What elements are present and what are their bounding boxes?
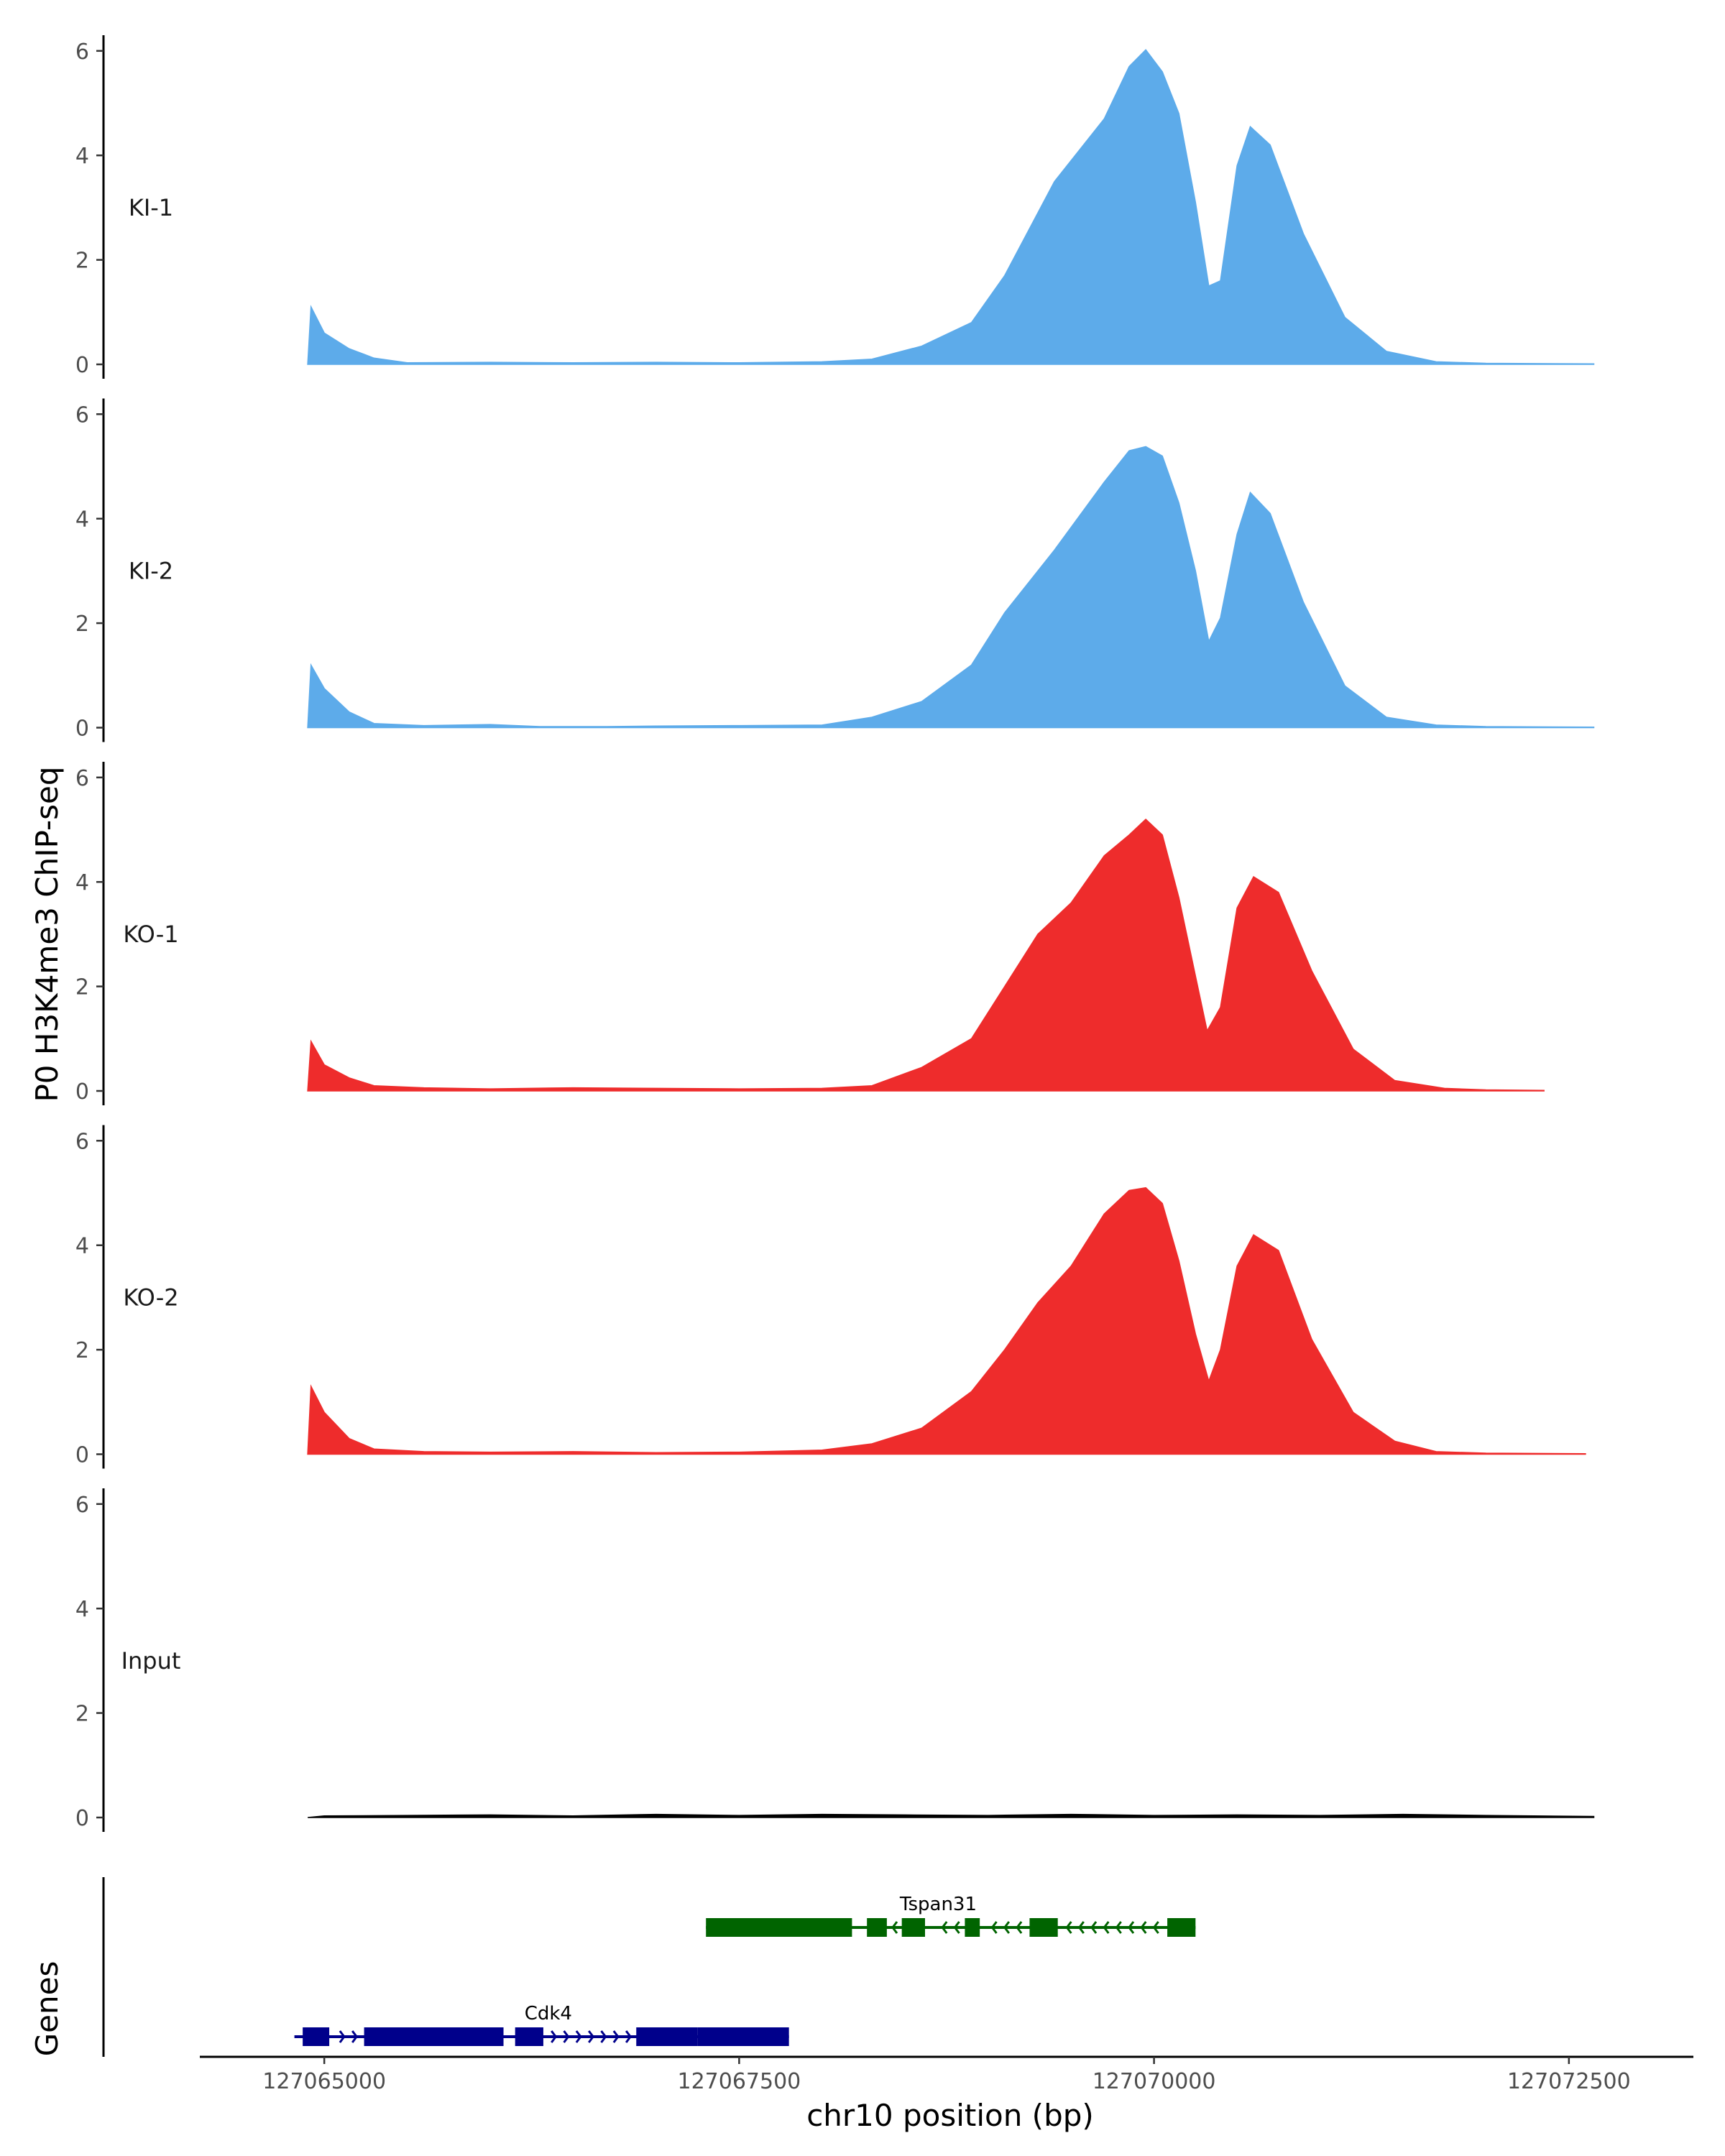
- x-tick-label: 127067500: [677, 2069, 801, 2094]
- gene-annotation-track: Tspan31 Cdk4: [102, 1877, 1196, 2057]
- y-tick-label: 2: [75, 1338, 89, 1363]
- exon: [901, 1918, 925, 1937]
- coverage-area: [307, 446, 1595, 729]
- y-tick-label: 4: [75, 1234, 89, 1259]
- track-ko-1: 0 2 4 6 KO-1: [75, 761, 1545, 1105]
- track-label: KO-1: [123, 921, 178, 948]
- y-tick-label: 4: [75, 144, 89, 169]
- coverage-area: [308, 1813, 1595, 1818]
- y-tick-label: 6: [75, 402, 89, 428]
- y-tick-label: 6: [75, 766, 89, 791]
- strand-arrow: [1016, 1921, 1023, 1934]
- strand-arrow: [990, 1921, 998, 1934]
- genes-axis-title: Genes: [29, 1961, 65, 2057]
- gene-label: Tspan31: [899, 1894, 977, 1915]
- exon: [515, 2027, 543, 2046]
- gene-label: Cdk4: [525, 2003, 572, 2024]
- strand-arrow: [953, 1921, 960, 1934]
- gene-cdk4: Cdk4: [294, 2003, 789, 2046]
- strand-arrow: [563, 2030, 570, 2043]
- strand-arrow: [600, 2030, 607, 2043]
- strand-arrow: [625, 2030, 632, 2043]
- exon: [867, 1918, 887, 1937]
- strand-arrow: [588, 2030, 595, 2043]
- track-label: KI-2: [129, 557, 173, 584]
- track-label: Input: [121, 1647, 181, 1674]
- exon: [965, 1918, 980, 1937]
- track-input: 0 2 4 6 Input: [75, 1488, 1595, 1832]
- y-tick-label: 2: [75, 975, 89, 1000]
- y-tick-label: 2: [75, 1702, 89, 1727]
- track-label: KO-2: [123, 1284, 178, 1311]
- strand-arrow: [1140, 1921, 1147, 1934]
- strand-arrow: [351, 2030, 359, 2043]
- x-tick-label: 127065000: [262, 2069, 386, 2094]
- track-label: KI-1: [129, 194, 173, 221]
- coverage-area: [307, 818, 1545, 1092]
- strand-arrow: [1128, 1921, 1135, 1934]
- exon: [636, 2027, 698, 2046]
- exon: [364, 2027, 504, 2046]
- track-ko-2: 0 2 4 6 KO-2: [75, 1125, 1586, 1469]
- strand-arrow: [551, 2030, 558, 2043]
- strand-arrow: [891, 1921, 898, 1934]
- y-tick-label: 2: [75, 249, 89, 274]
- coverage-area: [307, 49, 1595, 365]
- track-ki-1: 0 2 4 6 KI-1: [75, 34, 1595, 379]
- strand-arrow: [1090, 1921, 1098, 1934]
- y-tick-label: 0: [75, 717, 89, 742]
- y-tick-label: 6: [75, 1493, 89, 1518]
- strand-arrow: [1152, 1921, 1159, 1934]
- coverage-tracks: 0 2 4 6 KI-1 0 2 4 6 KI-2 0 2 4 6 KO-1 0 2 4 6 KO-2 0 2 4 6 Inpu…: [75, 34, 1595, 1832]
- y-tick-label: 4: [75, 507, 89, 533]
- x-tick-label: 127072500: [1507, 2069, 1631, 2094]
- y-tick-label: 0: [75, 1079, 89, 1105]
- exon: [1167, 1918, 1196, 1937]
- y-tick-label: 2: [75, 612, 89, 637]
- y-tick-label: 4: [75, 1597, 89, 1622]
- y-axis-title: P0 H3K4me3 ChIP-seq: [29, 766, 65, 1102]
- y-tick-label: 0: [75, 353, 89, 378]
- exon: [1029, 1918, 1058, 1937]
- strand-arrow: [941, 1921, 948, 1934]
- strand-arrow: [1103, 1921, 1110, 1934]
- exon: [303, 2027, 330, 2046]
- strand-arrow: [1115, 1921, 1122, 1934]
- y-tick-label: 0: [75, 1806, 89, 1831]
- strand-arrow: [339, 2030, 346, 2043]
- y-tick-label: 0: [75, 1443, 89, 1468]
- y-tick-label: 4: [75, 870, 89, 895]
- y-tick-label: 6: [75, 1129, 89, 1154]
- strand-arrow: [1065, 1921, 1072, 1934]
- exon: [706, 1918, 852, 1937]
- x-axis-title: chr10 position (bp): [806, 2098, 1094, 2133]
- strand-arrow: [1077, 1921, 1085, 1934]
- strand-arrow: [1003, 1921, 1011, 1934]
- exon: [697, 2027, 789, 2046]
- track-ki-2: 0 2 4 6 KI-2: [75, 398, 1595, 742]
- x-tick-label: 127070000: [1092, 2069, 1216, 2094]
- strand-arrow: [575, 2030, 582, 2043]
- gene-tspan31: Tspan31: [706, 1894, 1196, 1937]
- strand-arrow: [612, 2030, 620, 2043]
- y-tick-label: 6: [75, 40, 89, 65]
- coverage-area: [307, 1187, 1586, 1455]
- x-axis: 127065000 127067500 127070000 127072500: [200, 2055, 1693, 2094]
